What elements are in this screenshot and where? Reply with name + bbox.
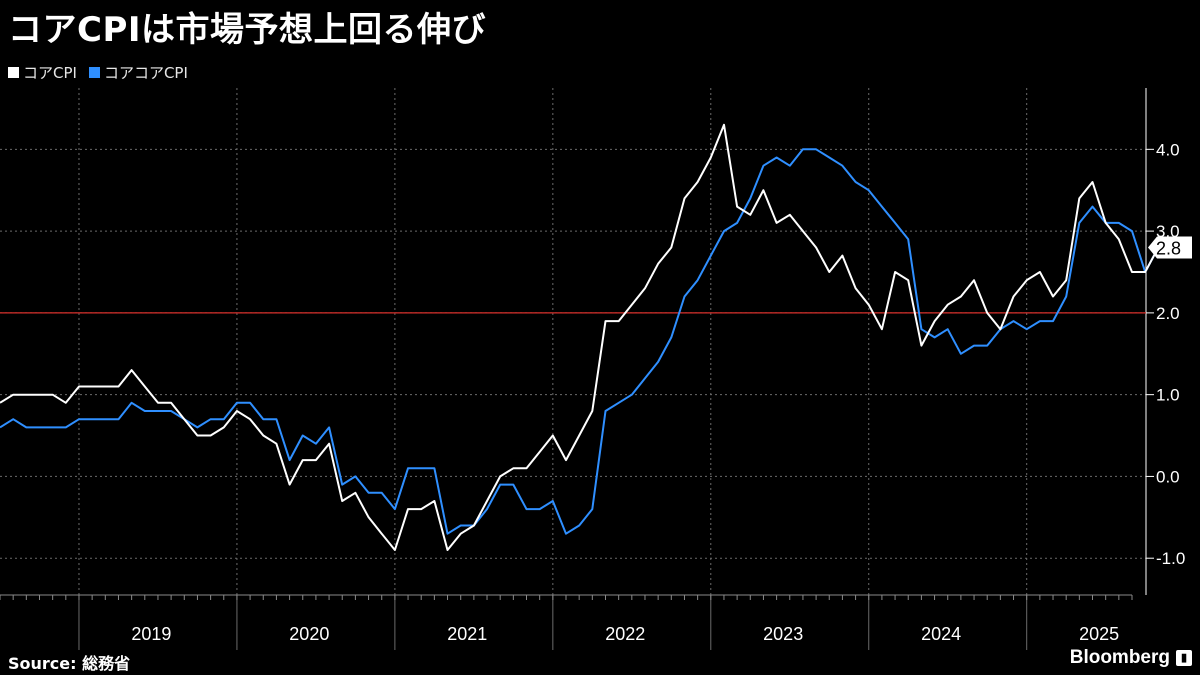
legend-label-core-core-cpi: コアコアCPI [103,64,188,82]
legend-swatch-core-cpi [8,67,19,78]
last-value-callout [1148,236,1192,259]
x-tick-label: 2025 [1079,624,1119,644]
source-label: Source: [8,654,77,673]
x-tick-label: 2022 [605,624,645,644]
y-tick-label: 2.0 [1156,304,1180,323]
series-line-core-core-cpi [0,148,1172,535]
legend-item-core-core-cpi: コアコアCPI [88,62,188,83]
source-note: Source: 総務省 [8,650,130,674]
x-tick-label: 2024 [921,624,961,644]
source-text: 総務省 [82,654,131,673]
y-tick-label: 4.0 [1156,140,1180,159]
legend-item-core-cpi: コアCPI [8,62,77,83]
last-value-label: 2.8 [1156,238,1181,258]
bloomberg-terminal-icon: ▮ [1176,650,1192,666]
x-tick-label: 2023 [763,624,803,644]
series-line-core-cpi [0,123,1172,551]
x-tick-label: 2019 [131,624,171,644]
legend-label-core-cpi: コアCPI [23,64,77,82]
y-tick-label: 0.0 [1156,467,1180,486]
y-tick-label: 1.0 [1156,386,1180,405]
x-tick-label: 2021 [447,624,487,644]
legend-swatch-core-core-cpi [88,67,100,78]
brand-logo: Bloomberg ▮ [1070,647,1192,669]
brand-name: Bloomberg [1069,647,1170,668]
x-tick-label: 2020 [289,624,329,644]
legend: コアCPI コアコアCPI [8,62,200,83]
y-tick-label: 3.0 [1156,222,1180,241]
y-tick-label: -1.0 [1156,549,1185,568]
chart-title: コアCPIは市場予想上回る伸び [8,10,487,50]
